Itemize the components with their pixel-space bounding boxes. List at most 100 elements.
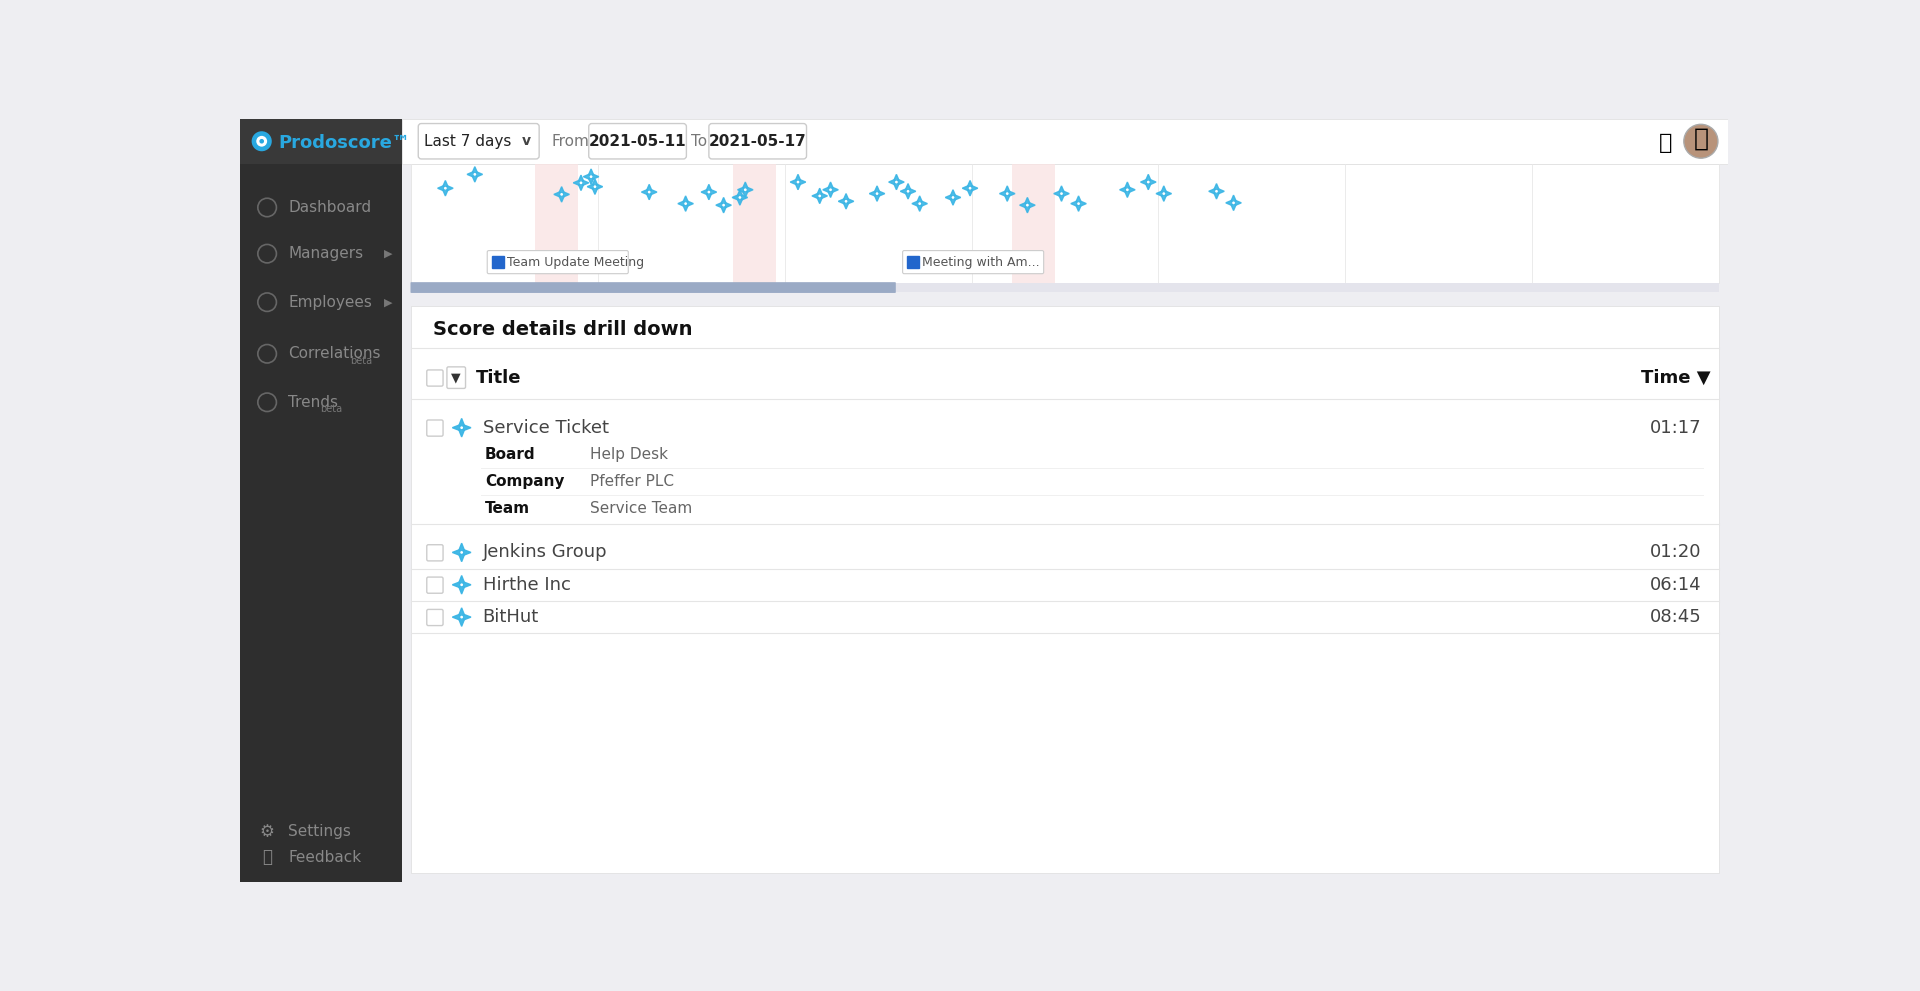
Polygon shape bbox=[745, 187, 753, 192]
Polygon shape bbox=[1054, 191, 1062, 196]
Polygon shape bbox=[701, 189, 708, 194]
Polygon shape bbox=[1125, 189, 1129, 197]
Polygon shape bbox=[472, 166, 478, 174]
Circle shape bbox=[580, 181, 582, 184]
Polygon shape bbox=[1162, 193, 1165, 201]
Polygon shape bbox=[595, 184, 603, 189]
Circle shape bbox=[461, 426, 463, 429]
Polygon shape bbox=[574, 180, 582, 185]
Text: beta: beta bbox=[321, 404, 342, 414]
Polygon shape bbox=[647, 192, 651, 200]
Polygon shape bbox=[1119, 187, 1127, 192]
Polygon shape bbox=[739, 195, 747, 200]
FancyBboxPatch shape bbox=[426, 420, 444, 436]
Polygon shape bbox=[444, 188, 447, 196]
Polygon shape bbox=[459, 428, 465, 437]
Text: Hirthe Inc: Hirthe Inc bbox=[482, 576, 570, 594]
Polygon shape bbox=[444, 180, 447, 188]
Text: Employees: Employees bbox=[288, 294, 372, 309]
Polygon shape bbox=[900, 189, 908, 193]
Polygon shape bbox=[707, 192, 710, 200]
FancyBboxPatch shape bbox=[240, 119, 401, 164]
Circle shape bbox=[252, 131, 273, 152]
Polygon shape bbox=[474, 172, 482, 176]
Polygon shape bbox=[1146, 182, 1150, 189]
Polygon shape bbox=[459, 543, 465, 552]
Polygon shape bbox=[1156, 191, 1164, 196]
Circle shape bbox=[1233, 201, 1235, 204]
Text: Service Ticket: Service Ticket bbox=[482, 418, 609, 437]
Polygon shape bbox=[453, 614, 461, 619]
Polygon shape bbox=[1000, 191, 1008, 196]
Text: Jenkins Group: Jenkins Group bbox=[482, 543, 607, 562]
Polygon shape bbox=[952, 195, 960, 200]
Text: Company: Company bbox=[486, 474, 564, 490]
Polygon shape bbox=[588, 184, 595, 189]
Polygon shape bbox=[908, 189, 916, 193]
Polygon shape bbox=[1025, 197, 1029, 205]
Polygon shape bbox=[968, 188, 972, 196]
Circle shape bbox=[561, 193, 563, 196]
Polygon shape bbox=[649, 189, 657, 194]
Circle shape bbox=[739, 196, 741, 199]
Polygon shape bbox=[818, 196, 822, 203]
Text: Board: Board bbox=[486, 447, 536, 462]
Text: Score details drill down: Score details drill down bbox=[434, 320, 693, 339]
FancyBboxPatch shape bbox=[411, 306, 1718, 873]
Polygon shape bbox=[467, 172, 474, 176]
Polygon shape bbox=[684, 203, 687, 211]
Polygon shape bbox=[743, 182, 747, 189]
Text: Last 7 days: Last 7 days bbox=[424, 134, 511, 149]
Polygon shape bbox=[812, 193, 820, 198]
FancyBboxPatch shape bbox=[733, 164, 776, 282]
Polygon shape bbox=[1162, 186, 1165, 193]
Circle shape bbox=[589, 175, 593, 178]
Polygon shape bbox=[647, 184, 651, 192]
Text: From: From bbox=[551, 134, 589, 149]
Polygon shape bbox=[684, 196, 687, 203]
Polygon shape bbox=[920, 201, 927, 206]
Circle shape bbox=[1162, 192, 1165, 195]
Circle shape bbox=[259, 139, 265, 144]
Text: 01:20: 01:20 bbox=[1651, 543, 1701, 562]
Polygon shape bbox=[589, 169, 593, 176]
Circle shape bbox=[461, 584, 463, 586]
Polygon shape bbox=[828, 189, 833, 197]
Polygon shape bbox=[732, 195, 739, 200]
Polygon shape bbox=[743, 189, 747, 197]
Polygon shape bbox=[877, 191, 885, 196]
Polygon shape bbox=[1225, 200, 1233, 205]
Polygon shape bbox=[722, 205, 726, 213]
Text: ⚙: ⚙ bbox=[259, 823, 275, 841]
Circle shape bbox=[952, 196, 954, 199]
Text: Meeting with Am...: Meeting with Am... bbox=[922, 256, 1039, 269]
Polygon shape bbox=[889, 179, 897, 184]
Polygon shape bbox=[593, 179, 597, 186]
Polygon shape bbox=[906, 183, 910, 191]
Text: 💬: 💬 bbox=[263, 848, 273, 866]
Text: Dashboard: Dashboard bbox=[288, 200, 371, 215]
Polygon shape bbox=[906, 191, 910, 199]
Polygon shape bbox=[1148, 179, 1156, 184]
Polygon shape bbox=[459, 552, 465, 562]
Polygon shape bbox=[1004, 186, 1010, 193]
Polygon shape bbox=[584, 174, 591, 179]
Polygon shape bbox=[716, 203, 724, 207]
Text: Prodoscore™: Prodoscore™ bbox=[278, 134, 411, 152]
Polygon shape bbox=[1062, 191, 1069, 196]
Polygon shape bbox=[1020, 203, 1027, 207]
Polygon shape bbox=[895, 182, 899, 189]
Text: 👤: 👤 bbox=[1693, 126, 1709, 151]
Polygon shape bbox=[461, 614, 470, 619]
Text: Pfeffer PLC: Pfeffer PLC bbox=[589, 474, 674, 490]
Polygon shape bbox=[582, 180, 589, 185]
Polygon shape bbox=[820, 193, 828, 198]
Text: 2021-05-11: 2021-05-11 bbox=[589, 134, 685, 149]
Text: ▼: ▼ bbox=[451, 372, 461, 385]
FancyBboxPatch shape bbox=[411, 282, 897, 293]
Polygon shape bbox=[578, 182, 584, 190]
Polygon shape bbox=[876, 193, 879, 201]
Polygon shape bbox=[1125, 182, 1129, 189]
Text: 01:17: 01:17 bbox=[1651, 418, 1701, 437]
Text: ▶: ▶ bbox=[384, 249, 392, 259]
